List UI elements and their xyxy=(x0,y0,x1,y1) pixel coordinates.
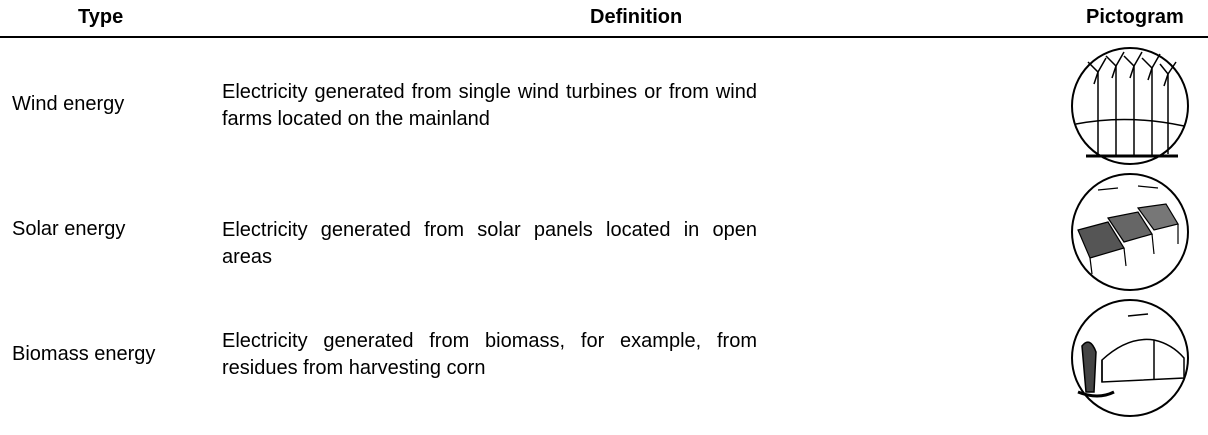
row-type: Wind energy xyxy=(12,93,124,116)
row-type: Solar energy xyxy=(12,218,125,241)
header-pictogram: Pictogram xyxy=(1086,6,1184,29)
row-definition: Electricity generated from single wind t… xyxy=(222,79,757,133)
header-rule xyxy=(0,36,1208,38)
solar-pictogram xyxy=(1068,170,1192,294)
header-type: Type xyxy=(78,6,123,29)
table-page: Type Definition Pictogram Wind energy El… xyxy=(0,0,1208,435)
row-definition: Electricity generated from solar panels … xyxy=(222,217,757,271)
biomass-pictogram xyxy=(1068,296,1192,420)
row-definition: Electricity generated from biomass, for … xyxy=(222,328,757,382)
header-definition: Definition xyxy=(590,6,682,29)
wind-pictogram xyxy=(1068,44,1192,168)
row-type: Biomass energy xyxy=(12,343,155,366)
